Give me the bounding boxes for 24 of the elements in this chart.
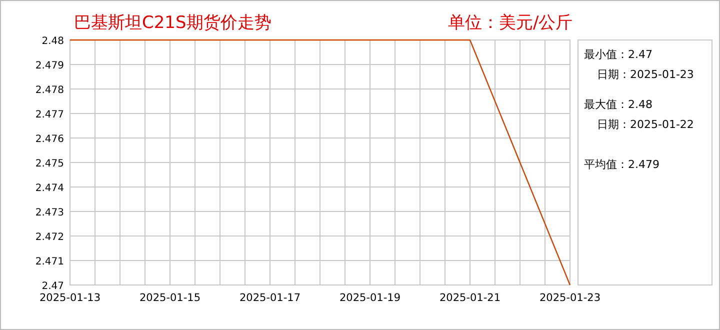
text: 平均值：2.479 xyxy=(584,158,660,171)
chart-title: 巴基斯坦C21S期货价走势 xyxy=(74,13,272,33)
y-tick-label: 2.474 xyxy=(35,183,64,194)
y-tick-label: 2.477 xyxy=(35,110,64,120)
text: 日期：2025-01-22 xyxy=(597,118,694,131)
y-tick-label: 2.479 xyxy=(35,60,64,72)
x-tick-label: 2025-01-17 xyxy=(239,292,301,304)
x-tick-label: 2025-01-21 xyxy=(439,292,501,304)
text: 日期：2025-01-23 xyxy=(597,68,694,81)
text: 最小值：2.47 xyxy=(584,48,652,61)
y-tick-label: 2.472 xyxy=(35,232,64,243)
y-tick-label: 2.471 xyxy=(35,256,64,268)
y-tick-label: 2.473 xyxy=(35,208,64,218)
y-tick-label: 2.478 xyxy=(35,85,64,96)
y-tick-label: 2.48 xyxy=(42,36,64,47)
chart-subtitle: 单位：美元/公斤 xyxy=(448,13,573,33)
y-tick-label: 2.47 xyxy=(42,281,64,292)
x-tick-label: 2025-01-15 xyxy=(139,292,201,304)
text: 最大值：2.48 xyxy=(584,98,652,111)
y-tick-label: 2.476 xyxy=(35,134,64,145)
y-tick-label: 2.475 xyxy=(35,158,64,170)
x-tick-label: 2025-01-23 xyxy=(539,292,601,304)
x-tick-label: 2025-01-13 xyxy=(39,292,101,304)
x-tick-label: 2025-01-19 xyxy=(339,292,401,304)
